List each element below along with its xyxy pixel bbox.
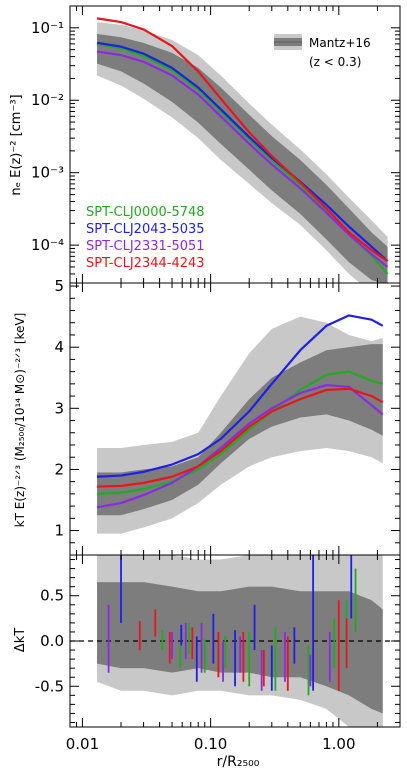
- top-band-inner: [97, 34, 388, 283]
- series-label-2331: SPT-CLJ2331-5051: [86, 239, 205, 254]
- top-series-line-3: [96, 17, 389, 263]
- y-axis-label-temperature: kT E(z)⁻²ᐟ³ (M₂₅₀₀/10¹⁴ M⊙)⁻²ᐟ³ [keV]: [13, 313, 27, 528]
- legend: Mantz+16 (z < 0.3): [274, 34, 371, 69]
- top-y-tick-label: 10⁻⁴: [31, 236, 64, 254]
- residual-panel-frame: [69, 554, 401, 728]
- mid-y-tick-label: 1: [54, 522, 64, 540]
- top-series-line-1: [96, 41, 389, 263]
- bot-y-tick-label: -0.5: [35, 677, 64, 695]
- bot-y-tick-label: 0.0: [40, 632, 64, 650]
- top-y-tick-label: 10⁻¹: [31, 19, 64, 37]
- bot-y-tick-label: 0.5: [40, 587, 64, 605]
- mid-y-tick-label: 2: [54, 460, 64, 478]
- temperature-panel: 1 2 3 4 5 kT E(z)⁻²ᐟ³ (M₂₅₀₀/10¹⁴ M⊙)⁻²ᐟ³ [k…: [13, 277, 401, 556]
- mid-series-line-1: [96, 314, 384, 478]
- series-labels: SPT-CLJ0000-5748 SPT-CLJ2043-5035 SPT-CL…: [86, 205, 205, 271]
- mid-series-line-0: [96, 370, 384, 495]
- residual-panel: 0.5 0.0 -0.5 0.01 0.10 1.00 ΔkT r/R₂₅₀₀: [13, 554, 401, 770]
- legend-label-mantz: Mantz+16: [309, 36, 371, 50]
- x-tick-label: 1.00: [322, 735, 355, 753]
- mid-band-inner: [97, 344, 383, 516]
- y-axis-label-density: nₑ E(z)⁻² [cm⁻³]: [9, 94, 24, 195]
- density-panel: 10⁻¹ 10⁻² 10⁻³ 10⁻⁴ Mantz+16 (z < 0.3) SPT-…: [9, 5, 401, 284]
- series-label-2344: SPT-CLJ2344-4243: [86, 256, 205, 271]
- series-label-0000: SPT-CLJ0000-5748: [86, 205, 205, 220]
- mid-y-tick-label: 3: [54, 399, 64, 417]
- x-tick-label: 0.01: [66, 735, 99, 753]
- top-y-tick-label: 10⁻³: [31, 164, 64, 182]
- mid-series-line-3: [97, 387, 384, 488]
- mid-y-tick-label: 4: [54, 338, 64, 356]
- y-axis-label-residual: ΔkT: [13, 628, 28, 652]
- mid-series-line-2: [96, 383, 384, 509]
- x-tick-label: 0.10: [194, 735, 227, 753]
- series-label-2043: SPT-CLJ2043-5035: [86, 222, 205, 237]
- x-axis-label: r/R₂₅₀₀: [217, 754, 260, 770]
- legend-label-redshift: (z < 0.3): [309, 55, 361, 69]
- top-y-tick-label: 10⁻²: [31, 91, 64, 109]
- top-series-line-2: [96, 50, 389, 268]
- mid-y-tick-label: 5: [54, 277, 64, 295]
